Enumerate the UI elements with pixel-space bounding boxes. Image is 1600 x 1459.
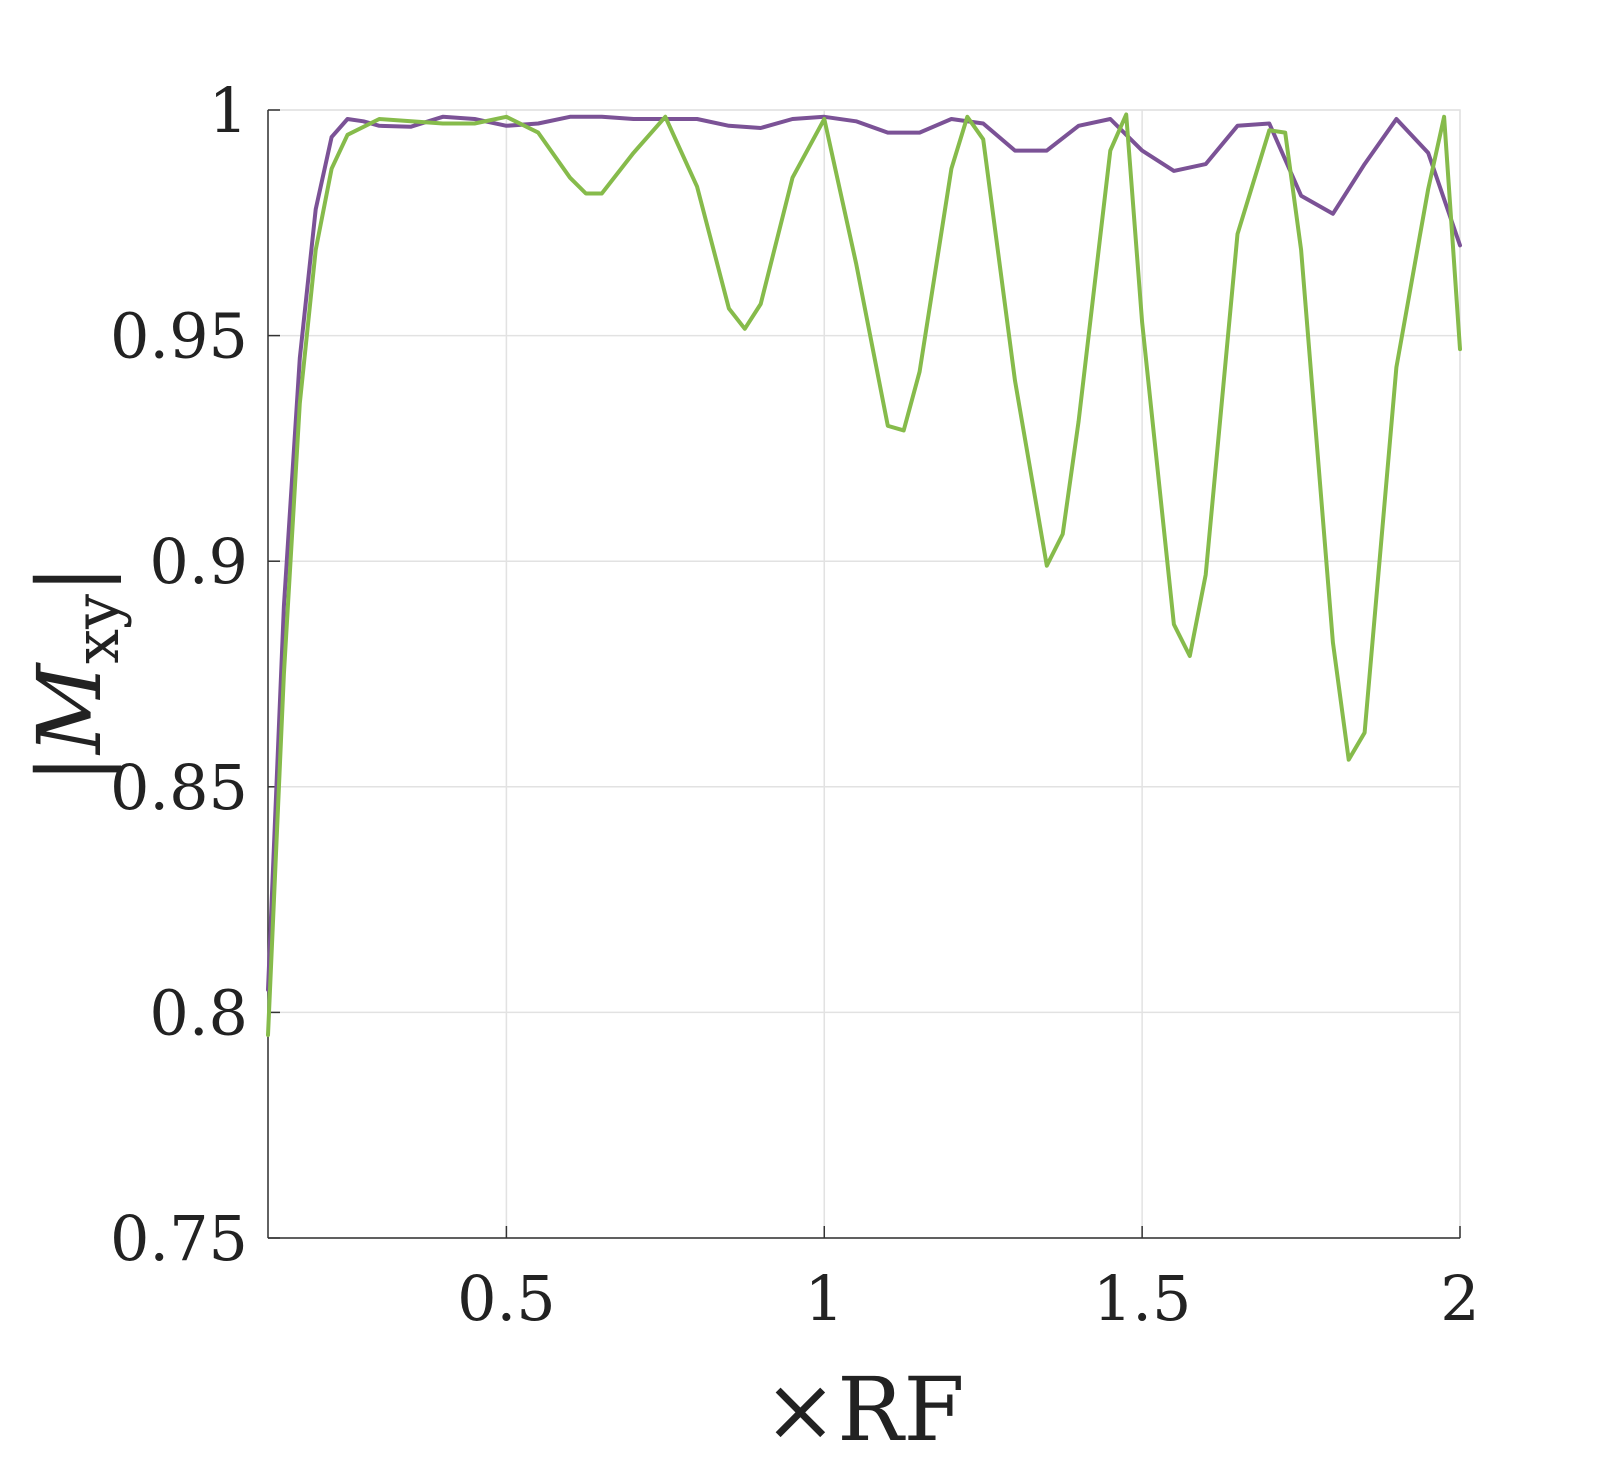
y-axis-title-group: |Mxy| xyxy=(18,564,133,783)
x-tick-label: 2 xyxy=(1440,1262,1479,1335)
grid xyxy=(268,109,1461,1239)
series-line-1 xyxy=(266,114,1462,992)
x-axis-title: ×RF xyxy=(763,1358,964,1454)
plot-area-border xyxy=(267,109,1461,1239)
tick-labels: 0.5 1 1.5 2 0.75 0.8 0.85 0.9 0.95 1 xyxy=(110,74,1480,1335)
y-axis-title-subscript: xy xyxy=(60,594,133,664)
x-tick-label: 1.5 xyxy=(1093,1262,1192,1335)
y-tick-label: 0.95 xyxy=(110,300,248,373)
x-tick-label: 1 xyxy=(805,1262,844,1335)
y-axis-title-close: | xyxy=(18,564,121,594)
y-tick-label: 0.75 xyxy=(110,1202,248,1275)
y-tick-label: 0.8 xyxy=(149,976,248,1049)
y-tick-label: 0.85 xyxy=(110,751,248,824)
y-axis-title-main: |M xyxy=(18,662,121,784)
series-line-2 xyxy=(266,112,1462,1037)
x-tick-label: 0.5 xyxy=(457,1262,556,1335)
y-tick-label: 1 xyxy=(209,74,248,147)
series-lines xyxy=(266,112,1462,1037)
x-axis-title-group: ×RF xyxy=(763,1358,964,1459)
y-axis-title: |Mxy| xyxy=(18,564,133,783)
y-tick-label: 0.9 xyxy=(149,525,248,598)
axes xyxy=(267,109,1461,1239)
